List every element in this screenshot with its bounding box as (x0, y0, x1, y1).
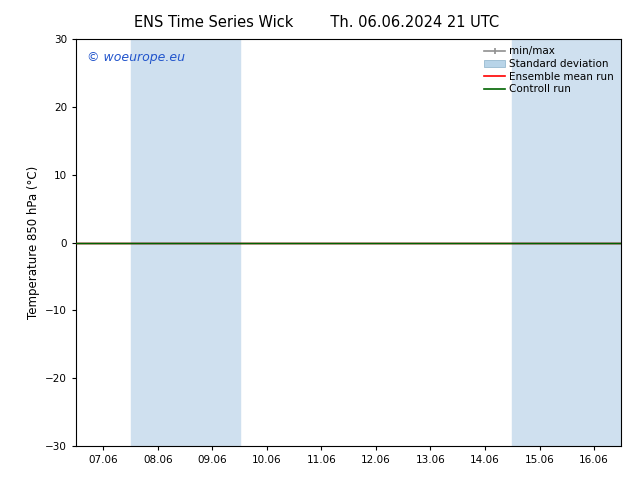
Y-axis label: Temperature 850 hPa (°C): Temperature 850 hPa (°C) (27, 166, 39, 319)
Text: © woeurope.eu: © woeurope.eu (87, 51, 185, 64)
Bar (512, 39, 621, 446)
Text: ENS Time Series Wick        Th. 06.06.2024 21 UTC: ENS Time Series Wick Th. 06.06.2024 21 U… (134, 15, 500, 30)
Legend: min/max, Standard deviation, Ensemble mean run, Controll run: min/max, Standard deviation, Ensemble me… (480, 42, 618, 98)
Bar (131, 39, 240, 446)
